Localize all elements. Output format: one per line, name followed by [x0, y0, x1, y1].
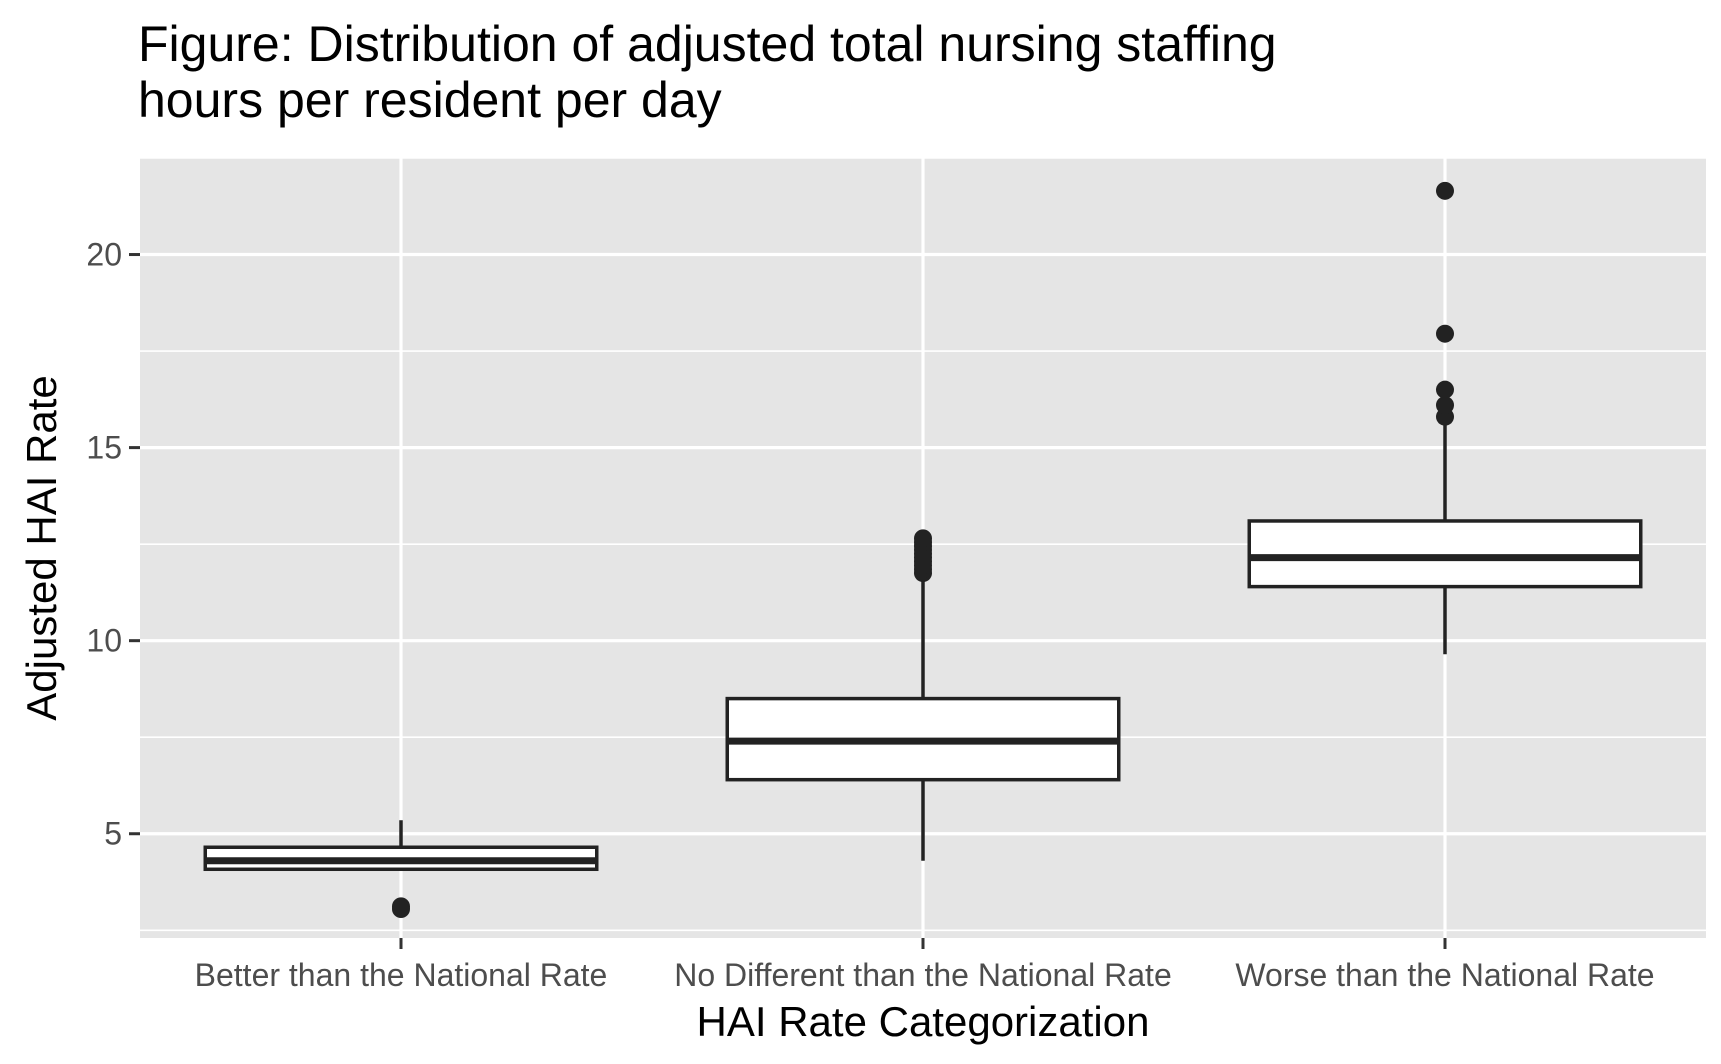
outlier-point — [1436, 396, 1454, 415]
chart-title-line-2: hours per resident per day — [138, 72, 722, 128]
x-tick-label: Worse than the National Rate — [1235, 957, 1654, 993]
y-axis-title: Adjusted HAI Rate — [18, 375, 65, 721]
chart-title: Figure: Distribution of adjusted total n… — [138, 16, 1638, 128]
outlier-point — [1436, 380, 1454, 399]
y-tick-label: 5 — [104, 816, 122, 852]
x-axis-title: HAI Rate Categorization — [697, 998, 1150, 1045]
box-group — [725, 529, 1121, 861]
y-tick-label: 20 — [86, 237, 122, 273]
iqr-box — [1247, 519, 1643, 589]
outlier-point — [1436, 324, 1454, 343]
axes: 5 10 15 20 Better than the National Rate No D… — [86, 237, 1654, 993]
outlier-point — [914, 529, 932, 548]
x-tick-label: Better than the National Rate — [195, 957, 608, 993]
box-group — [1247, 181, 1643, 655]
outlier-point — [392, 897, 410, 916]
chart-title-line-1: Figure: Distribution of adjusted total n… — [138, 16, 1277, 72]
y-tick-label: 15 — [86, 430, 122, 466]
y-tick-label: 10 — [86, 623, 122, 659]
boxplots — [203, 181, 1643, 919]
box-group — [203, 820, 599, 919]
x-tick-label: No Different than the National Rate — [674, 957, 1171, 993]
outlier-point — [1436, 181, 1454, 200]
